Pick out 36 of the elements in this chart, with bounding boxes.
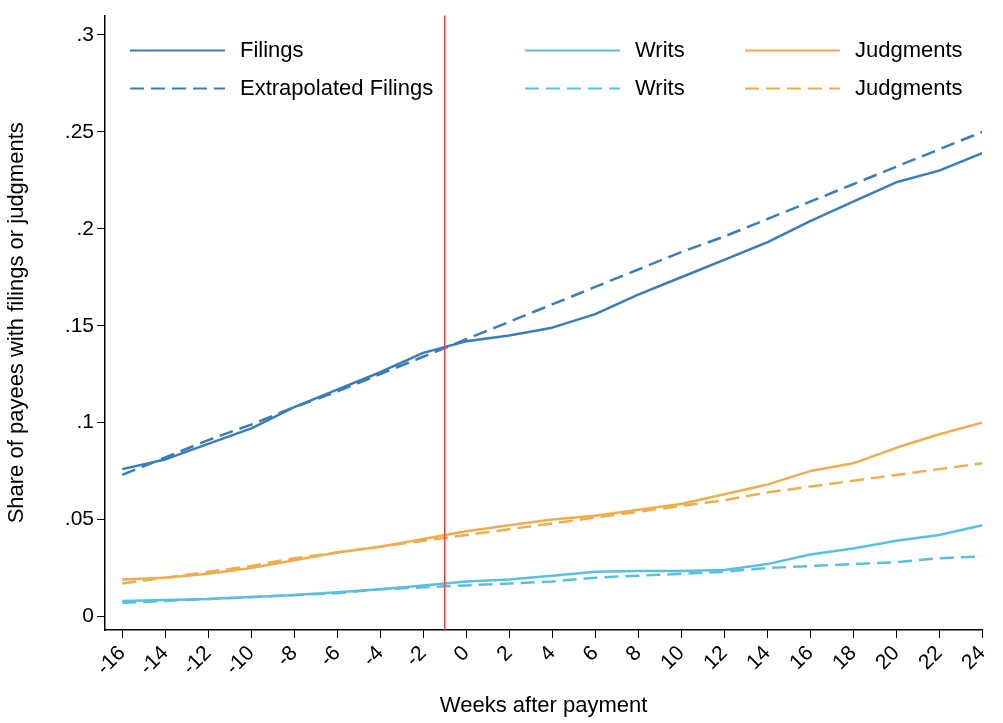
x-tick-label: -6: [314, 640, 345, 671]
x-tick-label: 0: [448, 640, 474, 666]
x-tick-label: 2: [491, 640, 517, 666]
x-tick-label: -4: [357, 640, 388, 671]
legend-label: Judgments: [855, 74, 963, 100]
y-tick-label: .05: [64, 506, 94, 530]
x-tick-label: 12: [698, 640, 732, 674]
x-tick-label: -2: [400, 640, 431, 671]
legend-label: Filings: [240, 36, 304, 62]
legend-label: Writs: [635, 36, 685, 62]
y-axis-title: Share of payees with filings or judgments: [3, 122, 29, 524]
x-tick-label: -12: [177, 640, 216, 679]
x-tick-label: 14: [741, 640, 775, 674]
x-tick-label: 8: [620, 640, 646, 666]
x-tick-label: -16: [91, 640, 130, 679]
x-tick-label: -10: [220, 640, 259, 679]
legend-label: Extrapolated Filings: [240, 74, 434, 100]
y-tick-label: .1: [76, 409, 94, 433]
x-tick-label: 18: [827, 640, 861, 674]
legend-label: Writs: [635, 74, 685, 100]
y-tick-label: .15: [64, 312, 94, 336]
x-tick-label: 4: [534, 640, 560, 666]
x-tick-label: 6: [577, 640, 603, 666]
x-axis-title: Weeks after payment: [439, 691, 648, 717]
x-tick-label: -8: [271, 640, 302, 671]
x-tick-label: 16: [784, 640, 818, 674]
x-tick-label: 20: [870, 640, 904, 674]
x-tick-label: 22: [913, 640, 947, 674]
y-tick-label: .2: [76, 215, 94, 239]
y-tick-label: .25: [64, 118, 94, 142]
x-tick-label: -14: [134, 640, 173, 679]
x-tick-label: 10: [655, 640, 689, 674]
x-tick-label: 24: [956, 640, 990, 674]
y-tick-label: 0: [82, 603, 94, 627]
legend-label: Judgments: [855, 36, 963, 62]
y-tick-label: .3: [76, 21, 94, 45]
